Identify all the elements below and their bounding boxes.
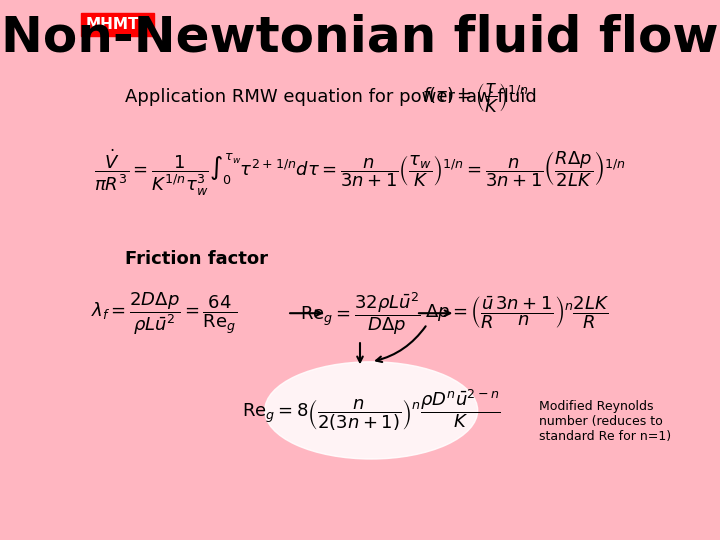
Text: Modified Reynolds
number (reduces to
standard Re for n=1): Modified Reynolds number (reduces to sta… — [539, 400, 672, 443]
Text: $\lambda_f = \dfrac{2D\Delta p}{\rho L\bar{u}^2} = \dfrac{64}{\mathrm{Re}_g}$: $\lambda_f = \dfrac{2D\Delta p}{\rho L\b… — [91, 290, 237, 336]
Text: $\mathrm{Re}_g = \dfrac{32\rho L\bar{u}^2}{D\Delta p}$: $\mathrm{Re}_g = \dfrac{32\rho L\bar{u}^… — [300, 290, 420, 336]
Text: $f(\tau) = \left(\dfrac{\tau}{K}\right)^{1/n}$: $f(\tau) = \left(\dfrac{\tau}{K}\right)^… — [422, 80, 528, 114]
Text: Friction factor: Friction factor — [125, 250, 268, 268]
Text: $\dfrac{\dot{V}}{\pi R^3} = \dfrac{1}{K^{1/n}\tau_w^3}\int_0^{\tau_w}\tau^{2+1/n: $\dfrac{\dot{V}}{\pi R^3} = \dfrac{1}{K^… — [94, 148, 626, 198]
Text: Application RMW equation for power law fluid: Application RMW equation for power law f… — [125, 88, 536, 106]
Text: $\mathrm{Re}_g = 8\left(\dfrac{n}{2(3n+1)}\right)^n \dfrac{\rho D^n \bar{u}^{2-n: $\mathrm{Re}_g = 8\left(\dfrac{n}{2(3n+1… — [242, 388, 500, 433]
Ellipse shape — [265, 362, 477, 459]
Text: MHMT4: MHMT4 — [86, 17, 150, 32]
Text: $\Delta p = \left(\dfrac{\bar{u}}{R}\dfrac{3n+1}{n}\right)^n \dfrac{2LK}{R}$: $\Delta p = \left(\dfrac{\bar{u}}{R}\dfr… — [425, 295, 609, 332]
Text: Non-Newtonian fluid flow: Non-Newtonian fluid flow — [1, 14, 719, 62]
